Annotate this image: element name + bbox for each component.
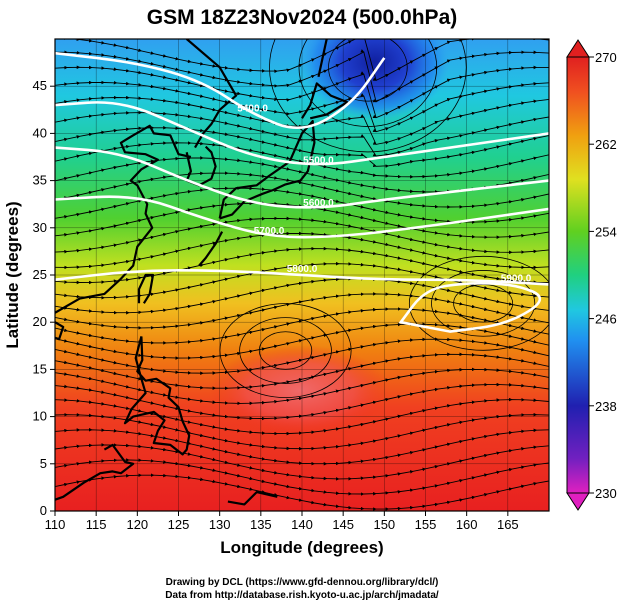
colorbar-top-cap bbox=[566, 39, 590, 58]
height-contour-label: 5900.0 bbox=[501, 273, 532, 284]
x-tick-label: 150 bbox=[373, 517, 395, 532]
height-contour bbox=[55, 195, 549, 239]
coastline bbox=[218, 119, 316, 220]
x-tick-label: 145 bbox=[332, 517, 354, 532]
x-axis-label: Longitude (degrees) bbox=[220, 538, 383, 557]
colorbar-ticks: 230 238 246 254 262 270 bbox=[589, 50, 617, 501]
x-tick-label: 120 bbox=[126, 517, 148, 532]
y-tick-label: 25 bbox=[33, 267, 47, 282]
y-tick-label: 10 bbox=[33, 409, 47, 424]
colorbar-tick-label: 230 bbox=[595, 486, 617, 501]
height-contour-label: 5800.0 bbox=[287, 264, 318, 275]
x-tick-label: 130 bbox=[209, 517, 231, 532]
height-contour bbox=[398, 282, 542, 333]
x-axis-ticks: 110 115 120 125 130 135 140 145 150 155 160 165 bbox=[45, 511, 519, 532]
colorbar: 230 238 246 254 262 270 bbox=[566, 39, 617, 511]
height-contour bbox=[55, 268, 549, 286]
credit-data: Data from http://database.rish.kyoto-u.a… bbox=[165, 590, 439, 601]
credit-drawing: Drawing by DCL (https://www.gfd-dennou.o… bbox=[166, 577, 439, 588]
y-tick-label: 35 bbox=[33, 173, 47, 188]
coastline bbox=[227, 491, 278, 506]
y-tick-label: 30 bbox=[33, 220, 47, 235]
x-tick-label: 155 bbox=[415, 517, 437, 532]
y-tick-label: 20 bbox=[33, 314, 47, 329]
y-axis-ticks: 0 5 10 15 20 25 30 35 40 45 bbox=[33, 78, 55, 518]
colorbar-tick-label: 270 bbox=[595, 50, 617, 65]
coastline bbox=[198, 231, 224, 267]
height-contour bbox=[55, 101, 549, 166]
coastline bbox=[55, 321, 65, 341]
x-tick-label: 135 bbox=[250, 517, 272, 532]
y-tick-label: 45 bbox=[33, 78, 47, 93]
colorbar-bottom-cap bbox=[566, 492, 590, 511]
x-tick-label: 110 bbox=[45, 517, 66, 532]
height-contour-label: 5400.0 bbox=[237, 104, 268, 115]
colorbar-ramp bbox=[566, 56, 590, 494]
streamline-eddy bbox=[298, 39, 438, 127]
height-contour-label: 5600.0 bbox=[303, 198, 334, 209]
y-tick-label: 40 bbox=[33, 125, 47, 140]
height-contour bbox=[55, 146, 549, 209]
x-tick-label: 160 bbox=[456, 517, 478, 532]
map-title: GSM 18Z23Nov2024 (500.0hPa) bbox=[147, 6, 458, 29]
y-axis-label: Latitude (degrees) bbox=[3, 201, 22, 348]
streamline-eddy bbox=[408, 255, 549, 351]
streamline-eddy bbox=[328, 39, 408, 102]
y-tick-label: 15 bbox=[33, 361, 47, 376]
x-tick-label: 115 bbox=[86, 517, 107, 532]
height-contour-label: 5500.0 bbox=[303, 155, 334, 166]
y-tick-label: 0 bbox=[40, 503, 47, 518]
x-tick-label: 165 bbox=[497, 517, 519, 532]
colorbar-tick-label: 246 bbox=[595, 312, 617, 327]
height-contour-label: 5700.0 bbox=[254, 226, 285, 237]
colorbar-tick-label: 254 bbox=[595, 224, 617, 239]
coastline bbox=[55, 443, 135, 501]
x-tick-label: 125 bbox=[168, 517, 190, 532]
y-tick-label: 5 bbox=[40, 456, 47, 471]
coastline bbox=[317, 39, 328, 78]
coastline bbox=[301, 82, 349, 120]
streamline-eddy bbox=[219, 303, 352, 398]
streamline-eddy bbox=[239, 317, 332, 384]
colorbar-tick-label: 262 bbox=[595, 137, 617, 152]
colorbar-tick-label: 238 bbox=[595, 399, 617, 414]
map-plot-area: 5400.0 5500.0 5600.0 5700.0 5800.0 5900.0 bbox=[55, 39, 549, 511]
x-tick-label: 140 bbox=[291, 517, 313, 532]
streamline-eddy bbox=[431, 270, 536, 337]
coastline bbox=[185, 145, 217, 187]
coastline bbox=[123, 336, 191, 456]
streamline-eddy bbox=[269, 39, 467, 153]
warm-pool-shading bbox=[210, 345, 390, 435]
height-contour bbox=[55, 51, 386, 130]
height-contours: 5400.0 5500.0 5600.0 5700.0 5800.0 5900.0 bbox=[55, 51, 549, 333]
